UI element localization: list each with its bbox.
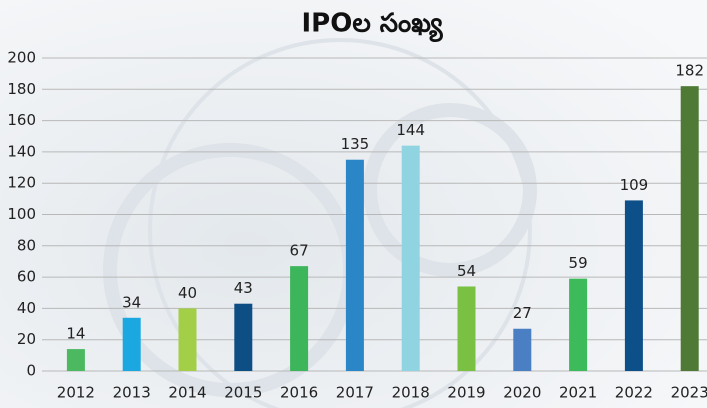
x-tick-label: 2013 xyxy=(113,384,151,402)
data-label: 14 xyxy=(66,325,85,343)
bar xyxy=(401,145,420,371)
bar xyxy=(122,317,141,371)
y-tick-label: 20 xyxy=(17,330,36,348)
x-tick-label: 2021 xyxy=(559,384,597,402)
bar xyxy=(66,349,85,371)
bar xyxy=(290,266,309,371)
y-tick-label: 0 xyxy=(26,362,36,380)
y-tick-label: 160 xyxy=(7,111,36,129)
data-label: 59 xyxy=(569,254,588,272)
x-tick-label: 2018 xyxy=(392,384,430,402)
bar xyxy=(680,86,699,372)
data-label: 54 xyxy=(457,262,476,280)
data-label: 43 xyxy=(234,279,253,297)
chart-title: IPOల సంఖ్య xyxy=(301,9,443,43)
bar xyxy=(624,200,643,371)
data-label: 40 xyxy=(178,284,197,302)
y-tick-label: 80 xyxy=(17,236,36,254)
x-tick-label: 2014 xyxy=(168,384,206,402)
y-tick-label: 200 xyxy=(7,49,36,67)
x-tick-label: 2015 xyxy=(224,384,262,402)
y-tick-label: 140 xyxy=(7,142,36,160)
data-label: 135 xyxy=(341,135,370,153)
data-label: 109 xyxy=(620,176,649,194)
bar xyxy=(569,278,588,371)
bar xyxy=(234,303,253,371)
x-tick-label: 2023 xyxy=(671,384,707,402)
data-label: 144 xyxy=(396,121,425,139)
data-label: 182 xyxy=(675,62,704,80)
y-tick-label: 60 xyxy=(17,268,36,286)
y-tick-label: 100 xyxy=(7,205,36,223)
bar xyxy=(513,328,532,371)
x-tick-label: 2017 xyxy=(336,384,374,402)
x-tick-label: 2016 xyxy=(280,384,318,402)
data-label: 34 xyxy=(122,293,141,311)
x-tick-label: 2019 xyxy=(447,384,485,402)
x-tick-label: 2012 xyxy=(57,384,95,402)
data-label: 67 xyxy=(290,242,309,260)
x-tick-label: 2022 xyxy=(615,384,653,402)
y-tick-label: 180 xyxy=(7,80,36,98)
bar xyxy=(457,286,476,371)
y-tick-label: 120 xyxy=(7,174,36,192)
data-label: 27 xyxy=(513,304,532,322)
bar xyxy=(178,308,197,371)
bar xyxy=(345,159,364,371)
x-tick-label: 2020 xyxy=(503,384,541,402)
y-tick-label: 40 xyxy=(17,299,36,317)
